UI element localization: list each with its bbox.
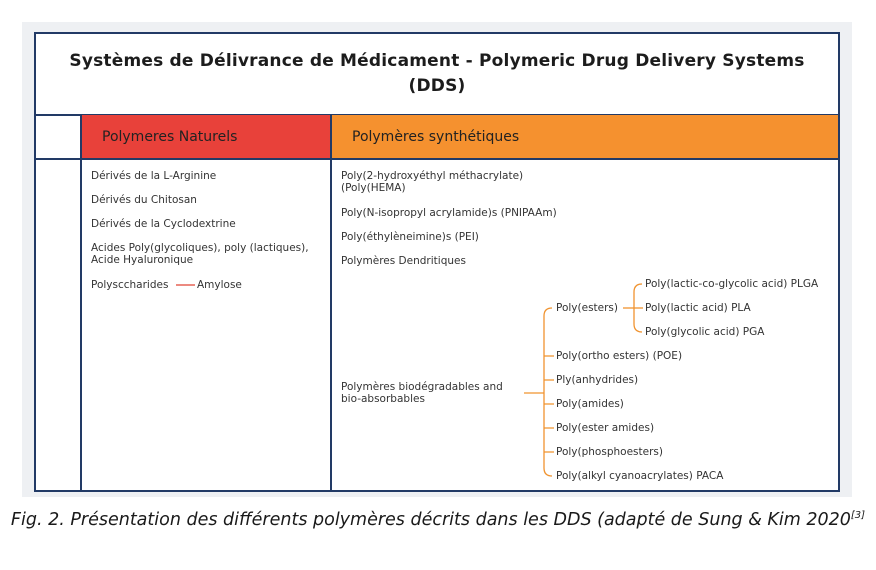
synthetic-item: Poly(N-isopropyl acrylamide)s (PNIPAAm) bbox=[341, 207, 557, 219]
biodegradable-branches bbox=[544, 355, 554, 453]
header-divider bbox=[36, 158, 838, 160]
esters-child: Poly(glycolic acid) PGA bbox=[645, 326, 765, 338]
column-divider-left bbox=[80, 114, 82, 490]
natural-item: Dérivés du Chitosan bbox=[91, 194, 197, 206]
caption-reference: [3] bbox=[850, 510, 866, 521]
biodegradable-child: Poly(alkyl cyanoacrylates) PACA bbox=[556, 470, 724, 482]
esters-child: Poly(lactic acid) PLA bbox=[645, 302, 751, 314]
header-synthetic-label: Polymères synthétiques bbox=[352, 128, 520, 145]
polysaccharides-label: Polysccharides bbox=[91, 279, 169, 291]
esters-child: Poly(lactic-co-glycolic acid) PLGA bbox=[645, 278, 819, 290]
column-divider-middle bbox=[330, 114, 332, 490]
biodegradable-child: Poly(esters) bbox=[556, 302, 619, 314]
dds-table: Systèmes de Délivrance de Médicament - P… bbox=[34, 32, 840, 492]
natural-item: Dérivés de la L-Arginine bbox=[91, 170, 217, 182]
natural-item: Dérivés de la Cyclodextrine bbox=[91, 218, 236, 230]
synthetic-item: Poly(2-hydroxyéthyl méthacrylate) (Poly(… bbox=[341, 170, 524, 194]
caption-text: Fig. 2. Présentation des différents poly… bbox=[10, 509, 851, 530]
figure-caption: Fig. 2. Présentation des différents poly… bbox=[0, 503, 876, 533]
synthetic-item: Poly(éthylèneimine)s (PEI) bbox=[341, 231, 479, 243]
biodegradable-child: Ply(anhydrides) bbox=[556, 374, 639, 386]
header-natural-label: Polymeres Naturels bbox=[102, 128, 238, 145]
header-synthetic-polymers: Polymères synthétiques bbox=[332, 115, 838, 158]
biodegradable-child: Poly(amides) bbox=[556, 398, 624, 410]
header-natural-polymers: Polymeres Naturels bbox=[82, 115, 330, 158]
synthetic-item: Polymères Dendritiques bbox=[341, 255, 466, 267]
biodegradable-bracket bbox=[543, 307, 553, 477]
table-title-text: Systèmes de Délivrance de Médicament - P… bbox=[69, 51, 805, 96]
biodegradable-child: Poly(phosphoesters) bbox=[556, 446, 663, 458]
amylose-label: Amylose bbox=[197, 279, 242, 291]
biodegradable-label: Polymères biodégradables and bio-absorba… bbox=[341, 381, 503, 405]
natural-item: Acides Poly(glycoliques), poly (lactique… bbox=[91, 242, 309, 266]
biodegradable-child: Poly(ester amides) bbox=[556, 422, 655, 434]
biodegradable-child: Poly(ortho esters) (POE) bbox=[556, 350, 683, 362]
